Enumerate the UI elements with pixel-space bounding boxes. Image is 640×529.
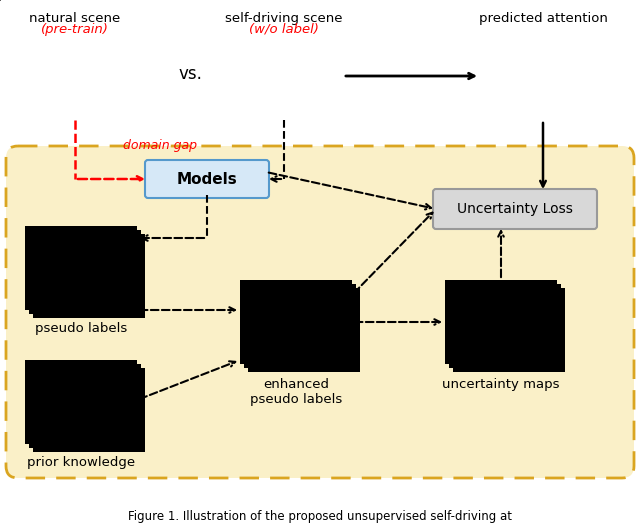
- Text: prior knowledge: prior knowledge: [27, 456, 135, 469]
- FancyBboxPatch shape: [433, 189, 597, 229]
- Bar: [33, 368, 145, 452]
- Text: uncertainty maps: uncertainty maps: [442, 378, 560, 391]
- Text: natural scene: natural scene: [29, 12, 120, 25]
- Bar: [445, 280, 557, 364]
- Bar: [244, 284, 356, 368]
- Text: (w/o label): (w/o label): [249, 23, 319, 36]
- Text: self-driving scene: self-driving scene: [225, 12, 343, 25]
- Bar: [29, 364, 141, 448]
- Bar: [29, 230, 141, 314]
- Text: predicted attention: predicted attention: [479, 12, 607, 25]
- Text: Figure 1. Illustration of the proposed unsupervised self-driving at: Figure 1. Illustration of the proposed u…: [128, 510, 512, 523]
- Bar: [240, 280, 352, 364]
- Bar: [453, 288, 565, 372]
- Text: pseudo labels: pseudo labels: [35, 322, 127, 335]
- Text: domain gap: domain gap: [123, 140, 197, 152]
- Bar: [449, 284, 561, 368]
- Text: vs.: vs.: [178, 65, 202, 83]
- Bar: [25, 360, 137, 444]
- Bar: [25, 226, 137, 310]
- Bar: [33, 234, 145, 318]
- FancyBboxPatch shape: [145, 160, 269, 198]
- Text: Uncertainty Loss: Uncertainty Loss: [457, 202, 573, 216]
- Text: Models: Models: [177, 171, 237, 187]
- Bar: [248, 288, 360, 372]
- FancyBboxPatch shape: [6, 146, 634, 478]
- Text: enhanced
pseudo labels: enhanced pseudo labels: [250, 378, 342, 406]
- Text: (pre-train): (pre-train): [41, 23, 109, 36]
